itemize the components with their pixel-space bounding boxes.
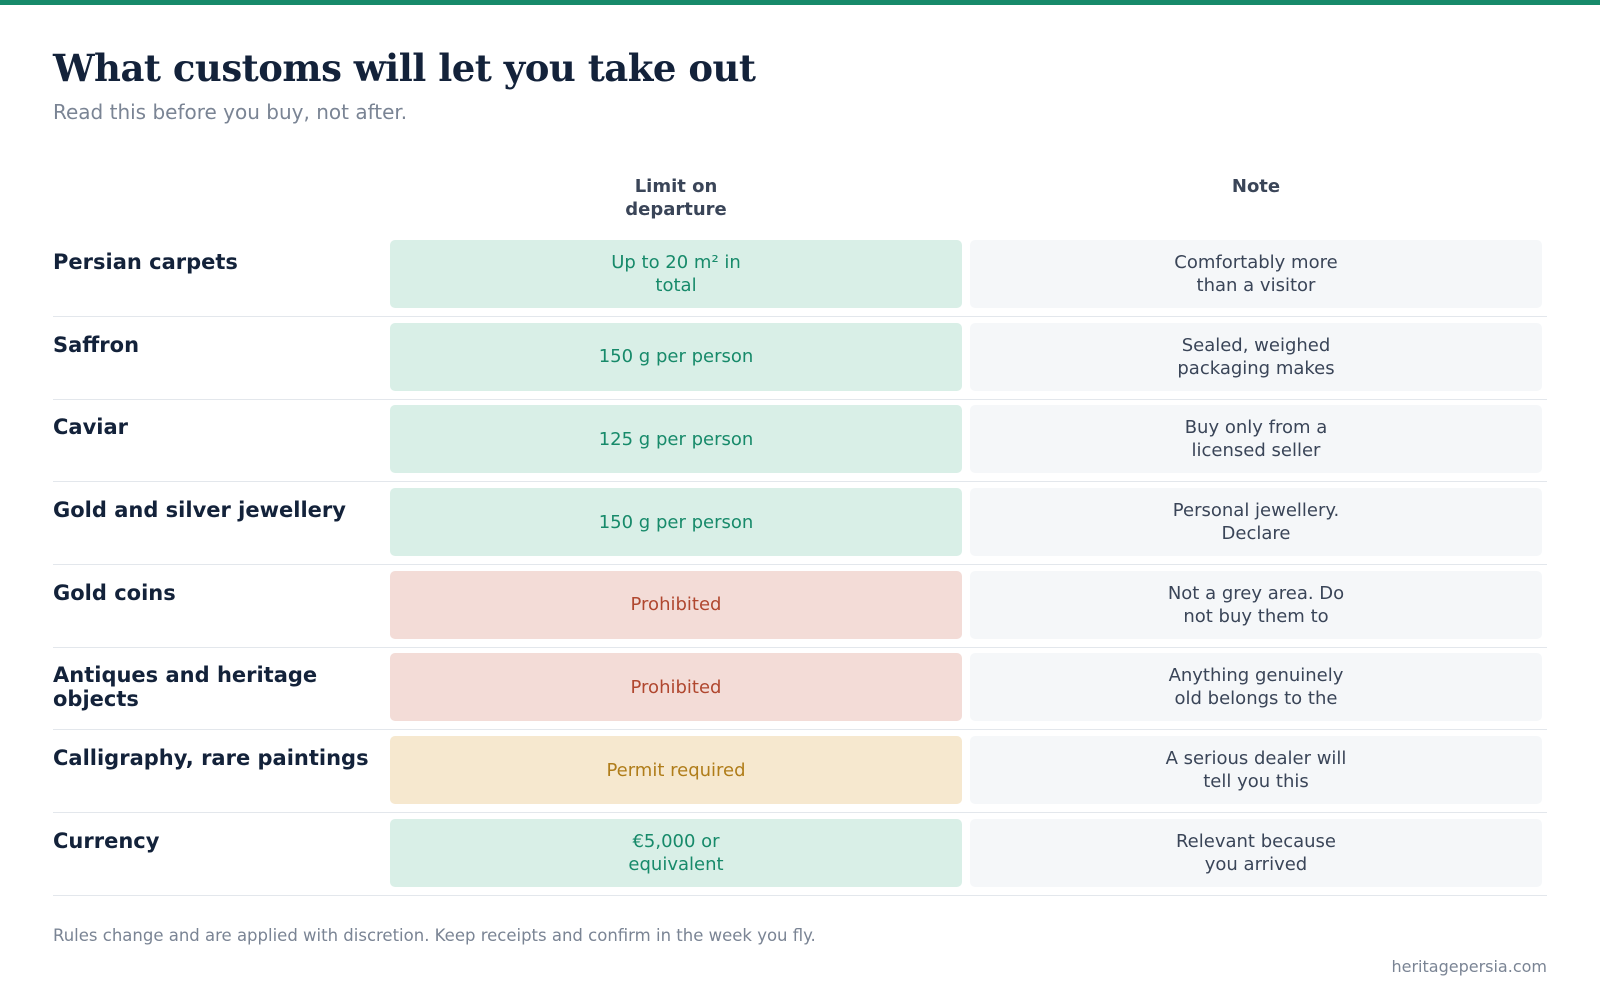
limit-cell: Prohibited — [390, 570, 962, 639]
item-name: Antiques and heritage objects — [53, 663, 318, 712]
note-cell: Anything genuinely old belongs to the — [970, 653, 1542, 722]
limit-cell: 150 g per person — [390, 322, 962, 391]
item-name: Saffron — [53, 332, 140, 357]
row-divider — [53, 729, 1547, 731]
note-cell: Personal jewellery. Declare — [970, 488, 1542, 557]
table-row: Persian carpets Up to 20 m² in total Com… — [53, 240, 1547, 323]
limit-text: 150 g per person — [598, 346, 754, 368]
note-cell: Not a grey area. Do not buy them to — [970, 570, 1542, 639]
item-name: Persian carpets — [53, 250, 238, 274]
note-cell: Relevant because you arrived — [970, 818, 1542, 887]
note-text: Buy only from a licensed seller — [1184, 417, 1328, 462]
note-text: Comfortably more than a visitor — [1174, 252, 1338, 296]
table-row: Currency €5,000 or equivalent Relevant b… — [53, 818, 1547, 902]
table-body: Persian carpets Up to 20 m² in total Com… — [53, 240, 1547, 902]
note-text: Not a grey area. Do not buy them to — [1167, 582, 1345, 627]
table-row: Gold and silver jewellery 150 g per pers… — [53, 488, 1547, 571]
limit-text: €5,000 or equivalent — [628, 830, 724, 875]
row-divider — [53, 646, 1547, 648]
limit-cell: 150 g per person — [390, 488, 962, 557]
item-name: Caviar — [53, 415, 128, 440]
page-title: What customs will let you take out — [53, 46, 756, 90]
table-header: Limit on departure Note — [53, 175, 1547, 225]
limit-text: 125 g per person — [598, 428, 754, 450]
row-divider — [53, 812, 1547, 814]
note-text: Anything genuinely old belongs to the — [1168, 665, 1344, 710]
item-name: Gold coins — [53, 580, 176, 605]
table-row: Saffron 150 g per person Sealed, weighed… — [53, 322, 1547, 406]
page-subtitle: Read this before you buy, not after. — [53, 100, 408, 124]
item-name: Gold and silver jewellery — [53, 498, 346, 523]
row-divider — [53, 564, 1547, 566]
limit-text: 150 g per person — [598, 511, 754, 533]
column-header-note-label: Note — [1231, 176, 1281, 197]
limit-cell: Prohibited — [390, 653, 962, 722]
note-text: A serious dealer will tell you this — [1165, 748, 1347, 793]
note-cell: Sealed, weighed packaging makes — [970, 322, 1542, 391]
note-text: Relevant because you arrived — [1175, 830, 1336, 875]
limit-text: Prohibited — [630, 676, 722, 698]
limit-cell: Up to 20 m² in total — [390, 240, 962, 308]
row-divider — [53, 316, 1547, 317]
note-cell: A serious dealer will tell you this — [970, 736, 1542, 805]
limit-cell: Permit required — [390, 736, 962, 805]
row-divider — [53, 894, 1547, 896]
footnote: Rules change and are applied with discre… — [53, 926, 816, 945]
accent-top-bar — [0, 0, 1600, 5]
table-row: Antiques and heritage objects Prohibited… — [53, 653, 1547, 736]
column-header-limit: Limit on departure — [390, 175, 962, 221]
limit-text: Prohibited — [630, 594, 722, 616]
note-cell: Comfortably more than a visitor — [970, 240, 1542, 308]
column-header-note: Note — [970, 175, 1542, 198]
limit-text: Permit required — [606, 759, 746, 781]
item-name: Currency — [53, 828, 160, 853]
note-cell: Buy only from a licensed seller — [970, 405, 1542, 474]
table-row: Gold coins Prohibited Not a grey area. D… — [53, 570, 1547, 654]
row-divider — [53, 398, 1547, 400]
source-credit: heritagepersia.com — [1391, 957, 1547, 976]
limit-cell: €5,000 or equivalent — [390, 818, 962, 887]
table-row: Calligraphy, rare paintings Permit requi… — [53, 736, 1547, 819]
note-text: Sealed, weighed packaging makes — [1177, 334, 1335, 379]
limit-text: Up to 20 m² in total — [611, 252, 741, 296]
row-divider — [53, 481, 1547, 483]
column-header-limit-label: Limit on departure — [625, 176, 727, 220]
table-row: Caviar 125 g per person Buy only from a … — [53, 405, 1547, 488]
limit-cell: 125 g per person — [390, 405, 962, 474]
note-text: Personal jewellery. Declare — [1172, 500, 1340, 545]
item-name: Calligraphy, rare paintings — [53, 746, 369, 771]
